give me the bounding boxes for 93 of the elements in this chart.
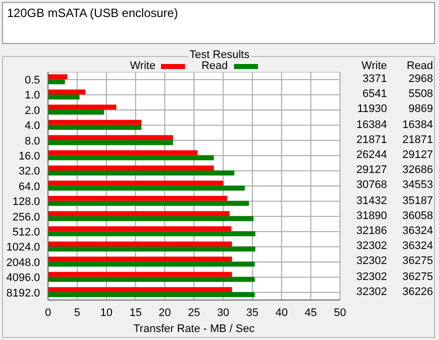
bar	[48, 200, 249, 206]
text: 31890	[355, 208, 387, 224]
text: 36324	[401, 239, 433, 254]
bar	[48, 120, 142, 125]
y-tick-label: 512.0	[12, 226, 40, 239]
y-tick-label: 8.0	[24, 135, 40, 148]
text: 11930	[356, 102, 387, 118]
text: 32186	[355, 224, 387, 239]
bar	[48, 196, 228, 201]
x-tick-label: 10	[100, 306, 113, 319]
y-tick-label: 8192.0	[6, 287, 40, 300]
text: 32302	[355, 284, 387, 300]
bar	[48, 89, 86, 94]
y-tick-label: 0.5	[24, 74, 40, 87]
text: 36324	[401, 224, 433, 239]
text: 29127	[401, 148, 433, 163]
y-tick-label: 32.0	[18, 166, 40, 178]
bar	[48, 140, 173, 146]
text: 3371	[362, 72, 387, 87]
bar	[48, 170, 234, 176]
text: 32302	[355, 270, 387, 285]
bar	[48, 246, 256, 252]
text: Write	[362, 60, 387, 72]
bar	[48, 241, 232, 246]
text: 36275	[401, 254, 433, 270]
y-tick-label: 1024.0	[6, 242, 40, 254]
text: 36058	[401, 208, 433, 224]
bar	[48, 155, 214, 160]
text: 9869	[408, 102, 433, 118]
bar	[48, 74, 68, 80]
text: 16384	[355, 118, 387, 133]
text: 21871	[401, 132, 433, 148]
text: 30768	[355, 178, 387, 194]
text: 36275	[401, 270, 433, 285]
bar	[48, 124, 142, 130]
bar	[48, 216, 254, 222]
bar	[48, 180, 224, 186]
y-tick-label: 2.0	[24, 104, 40, 117]
x-tick-label: 50	[334, 306, 346, 319]
y-tick-label: 2048.0	[6, 256, 40, 269]
chart-title: 120GB mSATA (USB enclosure)	[2, 2, 435, 44]
bar	[48, 262, 255, 267]
y-tick-label: 128.0	[12, 196, 40, 208]
x-tick-label: 40	[275, 306, 288, 319]
x-axis-title: Transfer Rate - MB / Sec	[133, 323, 256, 335]
bar	[48, 135, 173, 140]
text: 2968	[408, 72, 433, 87]
x-tick-label: 30	[217, 306, 230, 319]
text: 16384	[401, 118, 433, 133]
y-tick-label: 256.0	[12, 211, 40, 224]
legend-label: Read	[201, 60, 229, 72]
text: 32302	[355, 254, 387, 270]
legend-label: Write	[130, 60, 156, 72]
x-tick-label: 35	[246, 306, 259, 319]
text: 32686	[401, 163, 433, 178]
x-tick-label: 0	[44, 306, 52, 319]
bar	[48, 292, 255, 298]
text: Read	[406, 60, 433, 72]
bar	[48, 272, 232, 277]
text: 21871	[355, 132, 387, 148]
bar	[48, 110, 104, 115]
y-tick-label: 4.0	[24, 120, 40, 132]
x-tick-label: 15	[129, 306, 142, 319]
text: 36226	[401, 284, 433, 300]
text: 5508	[408, 87, 433, 102]
bar	[48, 94, 80, 100]
bar	[48, 256, 232, 262]
bar	[48, 104, 116, 110]
text: 34553	[401, 178, 433, 194]
y-tick-label: 1.0	[24, 90, 40, 102]
text: 29127	[355, 163, 387, 178]
x-tick-label: 5	[74, 306, 80, 319]
text: 26244	[355, 148, 387, 163]
text: 31432	[355, 194, 387, 209]
chart-subtitle: Test Results	[188, 49, 252, 61]
bar	[48, 231, 256, 236]
text: 35187	[401, 194, 433, 209]
x-tick-label: 45	[304, 306, 317, 319]
bar	[48, 287, 232, 292]
bar	[48, 276, 255, 282]
bar	[48, 150, 198, 156]
bar	[48, 211, 230, 216]
bar	[48, 79, 65, 84]
x-tick-label: 20	[158, 306, 171, 319]
bar	[48, 186, 245, 191]
x-tick-label: 25	[188, 306, 200, 319]
text: 32302	[355, 239, 387, 254]
y-tick-label: 64.0	[18, 180, 40, 193]
bar	[48, 165, 214, 170]
y-tick-label: 16.0	[18, 150, 40, 163]
text: 6541	[362, 87, 387, 102]
bar	[48, 226, 232, 232]
y-tick-label: 4096.0	[6, 272, 40, 284]
